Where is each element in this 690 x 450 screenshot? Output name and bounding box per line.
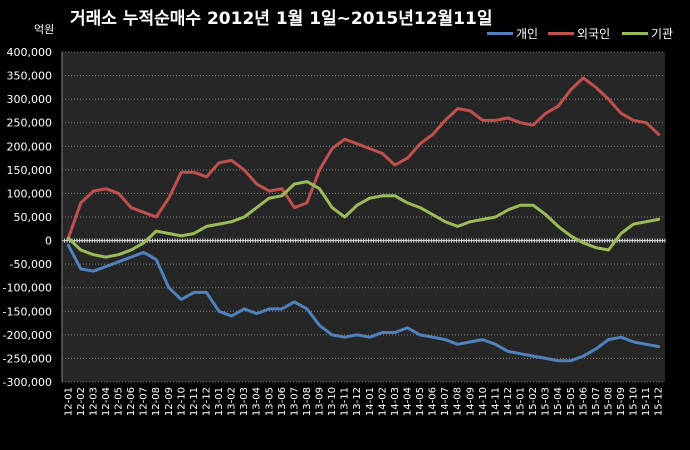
x-tick-label: 14-10	[478, 387, 489, 416]
x-tick-label: 13-09	[315, 387, 326, 416]
y-tick-label: 250,000	[7, 117, 53, 130]
y-tick-label: -300,000	[3, 376, 52, 389]
x-tick-label: 13-04	[252, 387, 263, 416]
series-line-foreign	[66, 76, 661, 240]
x-tick-label: 14-08	[453, 387, 464, 416]
x-tick-label: 13-02	[227, 387, 238, 416]
x-tick-label: 12-06	[126, 387, 137, 416]
x-tick-label: 14-02	[377, 387, 388, 416]
x-tick-label: 13-11	[340, 387, 351, 416]
x-tick-label: 15-07	[591, 387, 602, 416]
x-tick-label: 14-05	[415, 387, 426, 416]
unit-label: 억원	[34, 23, 55, 36]
y-tick-label: 350,000	[7, 70, 53, 83]
x-tick-label: 14-12	[503, 387, 514, 416]
x-tick-label: 13-12	[352, 387, 363, 416]
legend-swatch-foreign	[548, 32, 574, 35]
series-line-individual	[66, 243, 661, 363]
x-tick-label: 15-12	[654, 387, 665, 416]
y-tick-label: 200,000	[7, 140, 53, 153]
legend-label-individual: 개인	[516, 27, 539, 41]
x-tick-label: 14-09	[465, 387, 476, 416]
x-tick-label: 15-04	[553, 387, 564, 416]
y-tick-label: 400,000	[7, 46, 53, 59]
y-tick-label: -50,000	[10, 258, 52, 271]
y-tick-label: 300,000	[7, 93, 53, 106]
x-tick-label: 15-09	[616, 387, 627, 416]
y-tick-label: -100,000	[3, 282, 52, 295]
y-tick-label: -150,000	[3, 305, 52, 318]
y-tick-label: 0	[45, 235, 52, 248]
y-tick-label: 150,000	[7, 164, 53, 177]
x-tick-label: 14-01	[365, 387, 376, 416]
x-tick-label: 15-08	[603, 387, 614, 416]
x-tick-label: 12-11	[189, 387, 200, 416]
x-tick-label: 14-11	[490, 387, 501, 416]
y-tick-label: -250,000	[3, 352, 52, 365]
x-tick-label: 12-02	[76, 387, 87, 416]
x-tick-label: 15-06	[578, 387, 589, 416]
x-tick-label: 15-03	[541, 387, 552, 416]
series-line-institution	[66, 180, 661, 259]
x-tick-label: 12-03	[88, 387, 99, 416]
x-tick-label: 13-06	[277, 387, 288, 416]
x-tick-label: 13-07	[289, 387, 300, 416]
y-tick-label: 50,000	[14, 211, 53, 224]
y-tick-label: 100,000	[7, 187, 53, 200]
x-tick-label: 14-04	[402, 387, 413, 416]
x-tick-label: 14-03	[390, 387, 401, 416]
x-tick-label: 13-10	[327, 387, 338, 416]
x-tick-label: 12-07	[139, 387, 150, 416]
x-tick-label: 12-05	[114, 387, 125, 416]
x-tick-label: 13-03	[239, 387, 250, 416]
x-tick-label: 15-11	[641, 387, 652, 416]
legend-swatch-individual	[487, 32, 513, 35]
x-tick-label: 12-09	[164, 387, 175, 416]
x-tick-label: 15-01	[516, 387, 527, 416]
x-tick-label: 12-04	[101, 387, 112, 416]
plot-area	[62, 52, 665, 382]
x-tick-label: 12-12	[201, 387, 212, 416]
x-tick-label: 15-02	[528, 387, 539, 416]
legend-swatch-institution	[622, 32, 648, 35]
y-tick-label: -200,000	[3, 329, 52, 342]
x-tick-label: 15-10	[629, 387, 640, 416]
x-tick-label: 14-06	[428, 387, 439, 416]
x-tick-label: 13-08	[302, 387, 313, 416]
x-tick-label: 13-05	[264, 387, 275, 416]
x-tick-label: 12-08	[151, 387, 162, 416]
chart-title: 거래소 누적순매수 2012년 1월 1일~2015년12월11일	[70, 9, 493, 29]
x-tick-label: 13-01	[214, 387, 225, 416]
x-tick-label: 14-07	[440, 387, 451, 416]
x-tick-label: 12-10	[176, 387, 187, 416]
x-tick-label: 15-05	[566, 387, 577, 416]
legend-label-institution: 기관	[651, 27, 674, 41]
x-tick-label: 12-01	[63, 387, 74, 416]
legend-item-foreign: 외국인	[548, 25, 610, 42]
legend-item-individual: 개인	[487, 25, 538, 42]
legend-label-foreign: 외국인	[577, 27, 611, 41]
legend-item-institution: 기관	[622, 25, 673, 42]
